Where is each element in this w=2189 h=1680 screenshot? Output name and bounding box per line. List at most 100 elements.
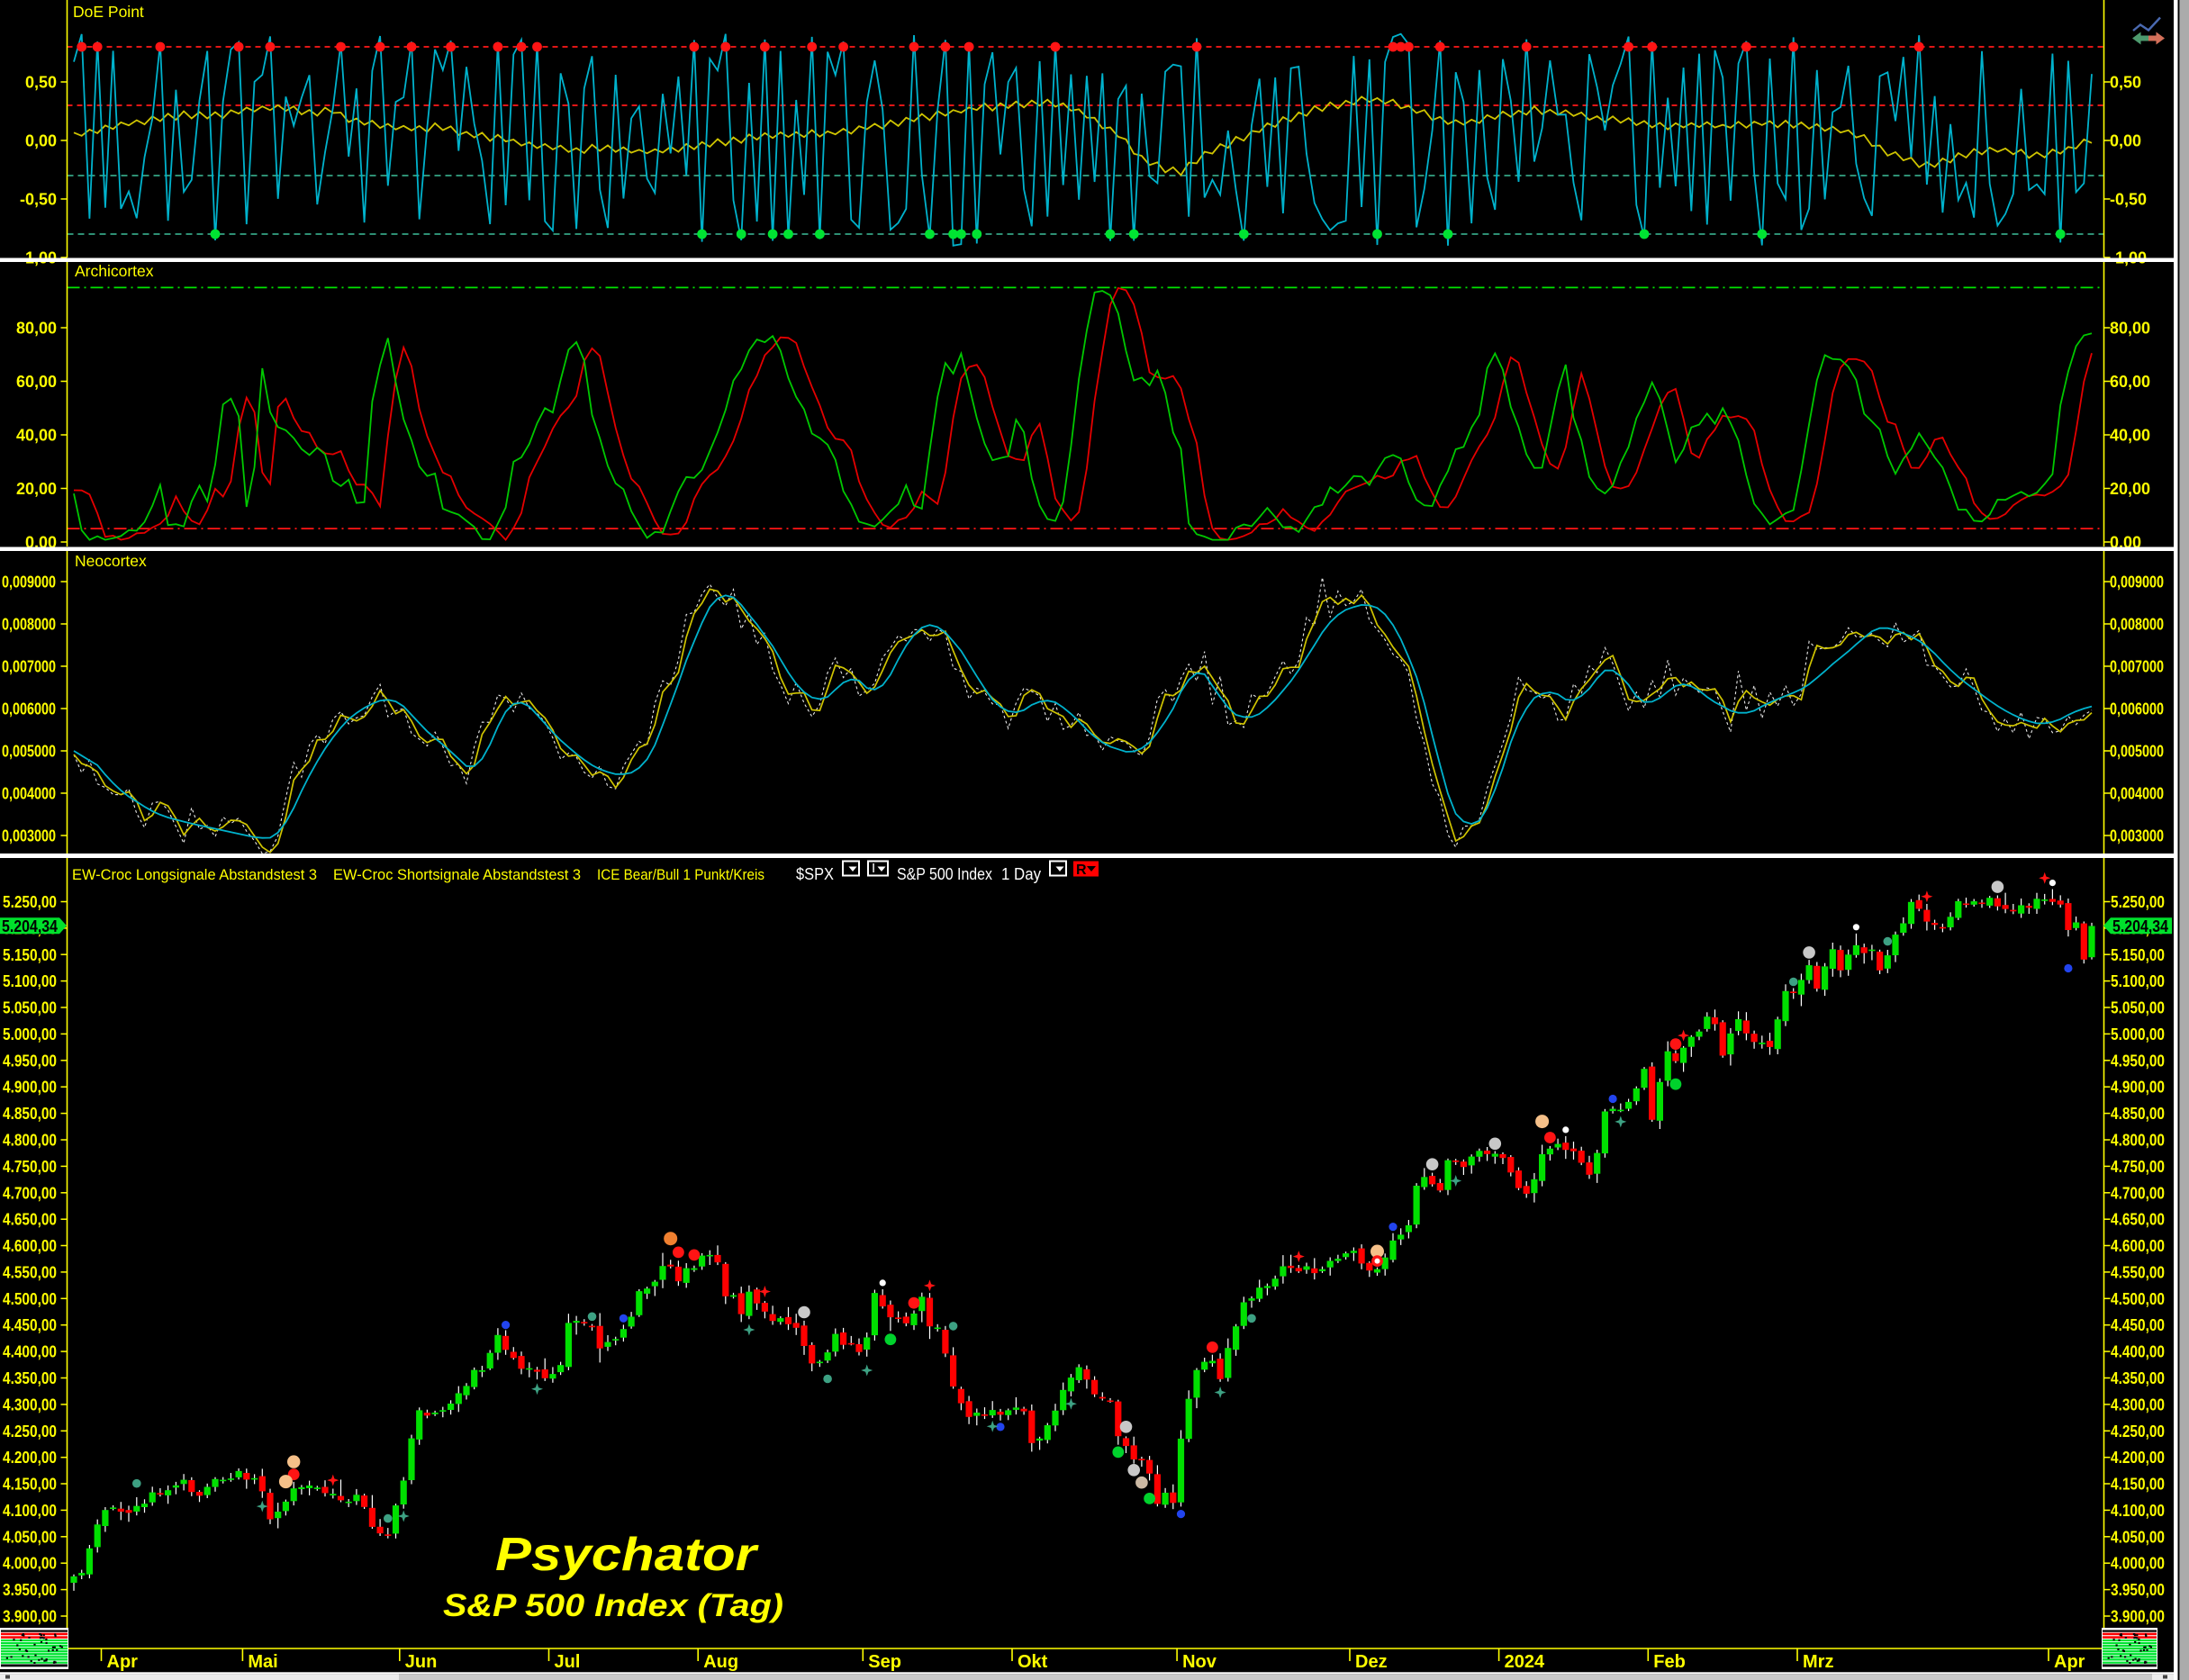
svg-text:4.300,00: 4.300,00 (2111, 1395, 2165, 1414)
svg-text:5.000,00: 5.000,00 (3, 1025, 57, 1043)
svg-text:4.650,00: 4.650,00 (3, 1211, 57, 1229)
svg-text:4.200,00: 4.200,00 (3, 1449, 57, 1467)
svg-text:Aug: Aug (703, 1652, 738, 1672)
svg-text:Apr: Apr (107, 1652, 139, 1672)
svg-text:4.350,00: 4.350,00 (3, 1369, 57, 1387)
svg-text:4.900,00: 4.900,00 (2111, 1079, 2165, 1097)
svg-text:S&P 500 Index (Tag): S&P 500 Index (Tag) (443, 1588, 783, 1623)
svg-text:4.600,00: 4.600,00 (3, 1237, 57, 1255)
svg-text:Sep: Sep (868, 1652, 901, 1672)
svg-text:4.850,00: 4.850,00 (2111, 1105, 2165, 1123)
svg-text:Psychator: Psychator (495, 1529, 759, 1581)
svg-text:4.650,00: 4.650,00 (2111, 1211, 2165, 1229)
svg-text:4.800,00: 4.800,00 (3, 1132, 57, 1150)
svg-text:80,00: 80,00 (16, 320, 57, 338)
svg-text:0,005000: 0,005000 (2, 743, 56, 761)
svg-text:5.100,00: 5.100,00 (2111, 972, 2165, 990)
svg-text:ICE Bear/Bull 1 Punkt/Kreis: ICE Bear/Bull 1 Punkt/Kreis (597, 866, 764, 883)
svg-text:4.850,00: 4.850,00 (3, 1105, 57, 1123)
svg-text:60,00: 60,00 (16, 373, 57, 391)
svg-text:4.300,00: 4.300,00 (3, 1395, 57, 1414)
svg-text:0,003000: 0,003000 (2110, 827, 2164, 845)
svg-text:4.750,00: 4.750,00 (2111, 1158, 2165, 1176)
svg-text:3.950,00: 3.950,00 (3, 1581, 57, 1599)
svg-text:-0,50: -0,50 (2110, 191, 2147, 209)
svg-text:4.450,00: 4.450,00 (3, 1316, 57, 1334)
svg-text:4.100,00: 4.100,00 (2111, 1502, 2165, 1520)
svg-text:5.050,00: 5.050,00 (2111, 999, 2165, 1017)
svg-text:4.950,00: 4.950,00 (3, 1052, 57, 1070)
svg-text:Dez: Dez (1355, 1652, 1388, 1672)
svg-text:4.550,00: 4.550,00 (3, 1263, 57, 1281)
svg-text:0,006000: 0,006000 (2110, 700, 2164, 718)
svg-text:0,006000: 0,006000 (2, 700, 56, 718)
svg-text:4.700,00: 4.700,00 (2111, 1184, 2165, 1202)
svg-text:4.150,00: 4.150,00 (3, 1476, 57, 1494)
svg-text:Archicortex: Archicortex (75, 262, 154, 280)
svg-text:4.500,00: 4.500,00 (3, 1290, 57, 1308)
svg-text:Jun: Jun (405, 1652, 438, 1672)
svg-text:Feb: Feb (1653, 1652, 1686, 1672)
svg-text:S&P 500 Index: S&P 500 Index (897, 865, 992, 883)
svg-text:2024: 2024 (1505, 1652, 1545, 1672)
svg-text:Mrz: Mrz (1803, 1652, 1833, 1672)
svg-text:20,00: 20,00 (16, 480, 57, 498)
svg-text:4.400,00: 4.400,00 (2111, 1343, 2165, 1361)
svg-text:4.550,00: 4.550,00 (2111, 1263, 2165, 1281)
svg-text:4.900,00: 4.900,00 (3, 1079, 57, 1097)
svg-text:4.600,00: 4.600,00 (2111, 1237, 2165, 1255)
svg-text:Jul: Jul (555, 1652, 581, 1672)
svg-text:4.100,00: 4.100,00 (3, 1502, 57, 1520)
svg-text:4.700,00: 4.700,00 (3, 1184, 57, 1202)
svg-text:Nov: Nov (1182, 1652, 1217, 1672)
svg-text:4.500,00: 4.500,00 (2111, 1290, 2165, 1308)
svg-text:5.150,00: 5.150,00 (2111, 946, 2165, 964)
svg-text:5.204,34: 5.204,34 (2, 917, 58, 935)
svg-text:1 Day: 1 Day (1001, 865, 1041, 883)
svg-text:Okt: Okt (1018, 1652, 1048, 1672)
svg-text:$SPX: $SPX (796, 865, 834, 883)
svg-text:0,003000: 0,003000 (2, 827, 56, 845)
svg-text:-0,50: -0,50 (20, 191, 57, 209)
svg-text:80,00: 80,00 (2110, 320, 2150, 338)
svg-text:5.150,00: 5.150,00 (3, 946, 57, 964)
svg-text:0,50: 0,50 (2110, 74, 2141, 92)
svg-text:0,004000: 0,004000 (2, 785, 56, 803)
svg-text:4.050,00: 4.050,00 (3, 1528, 57, 1546)
svg-text:0,004000: 0,004000 (2110, 785, 2164, 803)
svg-text:5.050,00: 5.050,00 (3, 999, 57, 1017)
svg-text:Neocortex: Neocortex (75, 552, 147, 570)
svg-text:Mai: Mai (248, 1652, 277, 1672)
svg-text:4.800,00: 4.800,00 (2111, 1132, 2165, 1150)
svg-text:0,50: 0,50 (25, 74, 57, 92)
svg-text:I: I (872, 861, 875, 876)
svg-text:0,008000: 0,008000 (2110, 616, 2164, 634)
svg-text:5.250,00: 5.250,00 (3, 893, 57, 911)
svg-text:40,00: 40,00 (2110, 427, 2150, 445)
svg-text:4.250,00: 4.250,00 (2111, 1423, 2165, 1441)
svg-text:DoE Point: DoE Point (73, 3, 144, 21)
svg-text:0,008000: 0,008000 (2, 616, 56, 634)
svg-text:Apr: Apr (2054, 1652, 2085, 1672)
svg-text:5.000,00: 5.000,00 (2111, 1025, 2165, 1043)
svg-text:4.350,00: 4.350,00 (2111, 1369, 2165, 1387)
svg-text:3.900,00: 3.900,00 (2111, 1608, 2165, 1626)
svg-text:4.250,00: 4.250,00 (3, 1423, 57, 1441)
svg-text:40,00: 40,00 (16, 427, 57, 445)
svg-text:20,00: 20,00 (2110, 480, 2150, 498)
svg-text:0,00: 0,00 (2110, 132, 2141, 150)
svg-text:5.204,34: 5.204,34 (2112, 917, 2168, 935)
svg-text:5.250,00: 5.250,00 (2111, 893, 2165, 911)
svg-text:0,007000: 0,007000 (2, 658, 56, 676)
svg-text:4.150,00: 4.150,00 (2111, 1476, 2165, 1494)
svg-text:4.450,00: 4.450,00 (2111, 1316, 2165, 1334)
svg-text:5.100,00: 5.100,00 (3, 972, 57, 990)
svg-text:3.900,00: 3.900,00 (3, 1608, 57, 1626)
svg-text:4.200,00: 4.200,00 (2111, 1449, 2165, 1467)
svg-text:0,005000: 0,005000 (2110, 743, 2164, 761)
svg-text:0,009000: 0,009000 (2, 574, 56, 592)
svg-text:4.000,00: 4.000,00 (3, 1555, 57, 1573)
svg-text:EW-Croc Longsignale Abstandste: EW-Croc Longsignale Abstandstest 3 (72, 866, 317, 883)
svg-text:4.750,00: 4.750,00 (3, 1158, 57, 1176)
svg-text:R: R (1076, 863, 1087, 878)
